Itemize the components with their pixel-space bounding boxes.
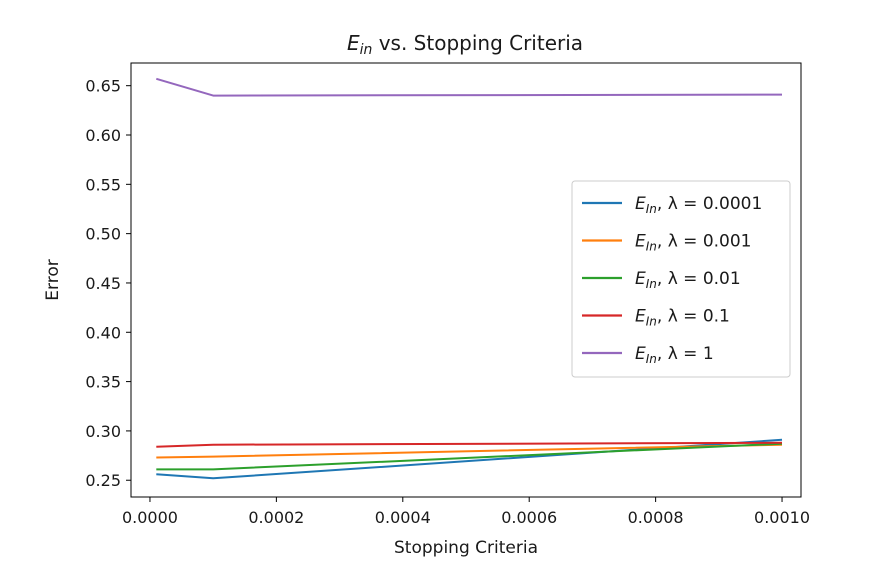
x-axis-label: Stopping Criteria [394,538,538,558]
series-layer [156,77,783,480]
legend-entry: EIn, λ = 1 [635,344,714,366]
y-tick-label: 0.40 [85,323,121,342]
series-line [156,442,783,471]
legend: EIn, λ = 0.0001 EIn, λ = 0.001 EIn, λ = 0.… [571,180,791,378]
y-tick-label: 0.30 [85,422,121,441]
x-tick-label: 0.0006 [501,508,557,527]
legend-box [571,180,791,378]
y-tick-label: 0.60 [85,126,121,145]
legend-entry: EIn, λ = 0.1 [635,307,730,329]
x-axis: 0.0000 0.0002 0.0004 0.0006 0.0008 0.0010 [122,497,810,527]
x-tick-label: 0.0002 [248,508,304,527]
chart-title-subscript: in [360,42,373,58]
x-tick-label: 0.0004 [375,508,431,527]
chart-title-symbol: E [347,31,360,55]
plot-frame [130,62,802,498]
legend-entry: EIn, λ = 0.0001 [635,194,762,216]
y-tick-label: 0.65 [85,77,121,96]
y-tick-label: 0.35 [85,373,121,392]
series-line [156,77,783,97]
y-tick-label: 0.45 [85,274,121,293]
y-tick-label: 0.25 [85,471,121,490]
chart-title: Ein vs. Stopping Criteria [347,31,583,58]
x-tick-label: 0.0008 [628,508,684,527]
y-axis: 0.25 0.30 0.35 0.40 0.45 0.50 0.55 0.60 0.65 [85,77,131,490]
legend-entry: EIn, λ = 0.001 [635,232,752,254]
legend-entry: EIn, λ = 0.01 [635,269,741,291]
chart-title-rest: vs. Stopping Criteria [372,31,583,55]
y-tick-label: 0.50 [85,225,121,244]
series-line [156,443,783,459]
y-tick-label: 0.55 [85,175,121,194]
series-line [156,441,783,448]
x-tick-label: 0.0010 [754,508,810,527]
y-axis-label: Error [43,259,63,300]
x-tick-label: 0.0000 [122,508,178,527]
